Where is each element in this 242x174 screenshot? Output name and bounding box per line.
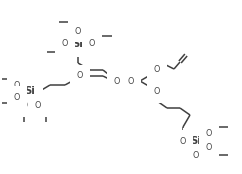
Text: O: O [206,129,212,139]
Text: O: O [154,65,160,74]
Text: O: O [180,136,186,145]
Text: O: O [206,144,212,152]
Text: O: O [193,151,199,160]
Text: O: O [27,101,33,110]
Text: O: O [14,93,20,101]
Text: O: O [14,81,20,89]
Text: Si: Si [25,86,35,96]
Text: O: O [154,88,160,97]
Text: O: O [77,72,83,81]
Text: O: O [75,26,81,35]
Text: Si: Si [191,136,201,146]
Text: O: O [114,77,120,85]
Text: Si: Si [73,39,83,49]
Text: O: O [89,39,95,49]
Text: O: O [62,39,68,49]
Text: O: O [128,77,134,85]
Text: O: O [35,101,41,110]
